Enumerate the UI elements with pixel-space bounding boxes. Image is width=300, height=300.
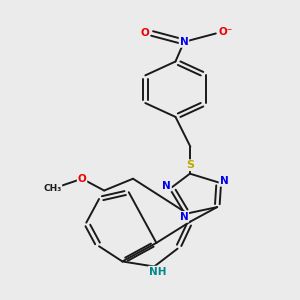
Text: O⁻: O⁻ bbox=[218, 27, 232, 37]
Text: O: O bbox=[140, 28, 149, 38]
Text: N: N bbox=[179, 212, 188, 222]
Text: S: S bbox=[186, 160, 194, 170]
Text: CH₃: CH₃ bbox=[43, 184, 62, 193]
Text: N: N bbox=[220, 176, 228, 186]
Text: O: O bbox=[78, 174, 86, 184]
Text: NH: NH bbox=[149, 267, 167, 277]
Text: methoxy: methoxy bbox=[50, 188, 56, 189]
Text: N: N bbox=[162, 181, 171, 191]
Text: N: N bbox=[180, 37, 188, 47]
